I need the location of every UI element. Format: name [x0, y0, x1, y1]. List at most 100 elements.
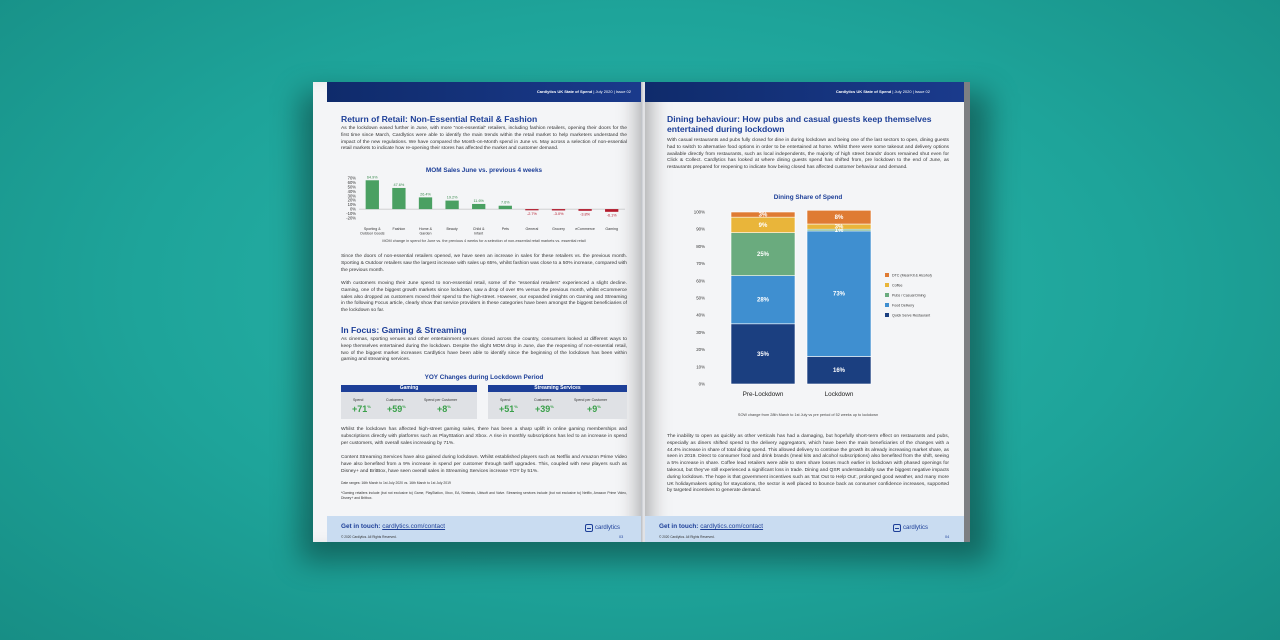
legend-swatch [885, 313, 889, 317]
page-number: 03 [619, 535, 624, 539]
category-label: Pets [502, 227, 509, 231]
segment-label: 9% [759, 223, 768, 229]
contact-label: Get in touch: [659, 523, 699, 530]
page-number: 04 [945, 535, 950, 539]
bar [418, 197, 433, 210]
segment-label: 28% [757, 298, 770, 304]
bar [445, 200, 459, 210]
dining-title: Dining behaviour: How pubs and casual gu… [667, 114, 932, 134]
legend-swatch [885, 273, 889, 277]
copyright: © 2020 Cardlytics. All Rights Reserved. [659, 535, 715, 539]
left-page: Cardlytics UK State of Spend | July 2020… [313, 82, 643, 542]
bar [525, 209, 539, 211]
logo-text: cardlytics [595, 525, 621, 531]
category-label: eCommerce [575, 227, 595, 231]
data-label: -6.1% [607, 213, 618, 217]
dining-chart-title: Dining Share of Spend [773, 194, 843, 201]
contact-link[interactable]: cardlytics.com/contact [700, 523, 764, 530]
legend-swatch [885, 283, 889, 287]
paragraph-gaming-detail: Whilst the lockdown has affected high-st… [341, 427, 627, 446]
legend-label: DTC (Meal Kit & Alcohol) [892, 274, 932, 278]
y-tick-label: 60% [348, 180, 357, 185]
legend-swatch [885, 303, 889, 307]
page-header: Cardlytics UK State of Spend | July 2020… [645, 82, 964, 102]
page-edge [964, 82, 970, 542]
category-label: Garden [420, 231, 432, 235]
data-label: 7.6% [501, 201, 510, 205]
gaming-kpi-box: Gaming Spend Customers Spend per Custome… [341, 385, 477, 419]
y-tick-label: 10% [696, 364, 705, 369]
cardlytics-logo: cardlytics [893, 524, 928, 532]
y-tick-label: 20% [348, 198, 357, 203]
y-tick-label: 50% [696, 296, 705, 301]
right-page: Cardlytics UK State of Spend | July 2020… [645, 82, 970, 542]
segment-label: 3% [759, 213, 768, 219]
bar [498, 205, 512, 210]
copyright: © 2020 Cardlytics. All Rights Reserved. [341, 535, 397, 539]
y-tick-label: -20% [346, 216, 356, 221]
bar [578, 209, 592, 211]
y-tick-label: 80% [696, 244, 705, 249]
section-title-gaming: In Focus: Gaming & Streaming [341, 325, 467, 335]
left-footer: Get in touch: cardlytics.com/contact © 2… [327, 516, 643, 542]
y-tick-label: 20% [696, 347, 705, 352]
data-label: -3.8% [580, 212, 591, 216]
contact-link[interactable]: cardlytics.com/contact [382, 523, 446, 530]
paragraph-retail-intro: As the lockdown eased further in June, w… [341, 126, 627, 152]
paragraph-streaming-detail: Content Streaming Services have also gai… [341, 455, 627, 474]
data-label: -3.0% [554, 212, 565, 216]
streaming-kpi-box: Streaming Services Spend Customers Spend… [488, 385, 627, 419]
header-meta: | July 2020 | Issue 02 [891, 89, 930, 94]
category-label: Child & [473, 227, 485, 231]
data-label: -2.7% [527, 212, 538, 216]
legend-swatch [885, 293, 889, 297]
data-label: 19.2% [447, 196, 458, 200]
section-title-retail: Return of Retail: Non-Essential Retail &… [341, 114, 538, 124]
category-label: Pre-Lockdown [743, 391, 784, 398]
streaming-spc-value: +9% [587, 404, 601, 414]
y-tick-label: 70% [348, 176, 357, 181]
stacked-segment [730, 211, 796, 218]
y-tick-label: 0% [699, 382, 705, 387]
gaming-spc-label: Spend per Customer [424, 398, 458, 402]
dining-share-chart: 100% 90% 80% 70% 60% 50% 40% 30% 20% 10% 0% 35% 28% 2… [694, 209, 932, 399]
bar [551, 209, 566, 211]
y-tick-label: 100% [694, 210, 705, 215]
streaming-customers-label: Customers [534, 398, 552, 402]
mom-chart-title: MOM Sales June vs. previous 4 weeks [425, 167, 543, 174]
mom-chart-caption: MOM change in spend for June vs. the pre… [382, 239, 586, 243]
category-label: Outdoor Goods [360, 231, 385, 235]
contact-line: Get in touch: cardlytics.com/contact [341, 523, 445, 530]
footnote-dates: Date ranges: 16th March to 1st July 2020… [341, 481, 451, 485]
stacked-segment [806, 230, 872, 357]
streaming-spend-value: +51% [499, 404, 518, 414]
streaming-customers-value: +39% [535, 404, 554, 414]
header-brand: Cardlytics UK State of Spend [536, 89, 593, 94]
gaming-spend-value: +71% [352, 404, 371, 414]
category-label: Home & [419, 227, 433, 231]
mom-sales-chart: 70%60%50%40%30%20%10%0%-10%-20% 64.9% Spor… [346, 175, 625, 235]
segment-label: 3% [835, 225, 844, 231]
y-tick-label: 40% [348, 189, 357, 194]
category-label: Grocery [552, 227, 565, 231]
category-label: Lockdown [825, 391, 854, 398]
data-label: 64.9% [367, 175, 378, 179]
streaming-kpi-title: Streaming Services [488, 385, 627, 392]
bar [365, 180, 379, 210]
paragraph-retail-increase: Since the doors of non-essential retaile… [341, 254, 627, 273]
paragraph-gaming-intro: As cinemas, sporting venues and other en… [341, 337, 627, 363]
header-brand: Cardlytics UK State of Spend [835, 89, 892, 94]
gaming-spc-value: +8% [437, 404, 451, 414]
page-header: Cardlytics UK State of Spend | July 2020… [327, 82, 643, 102]
segment-label: 73% [833, 292, 846, 298]
stacked-segment [806, 209, 872, 225]
legend-label: Coffee [892, 284, 903, 288]
contact-line: Get in touch: cardlytics.com/contact [659, 523, 763, 530]
legend-label: Food Delivery [892, 304, 914, 308]
streaming-spend-label: Spend [500, 398, 511, 402]
y-tick-label: 70% [696, 261, 705, 266]
category-label: Fashion [393, 227, 406, 231]
category-label: Beauty [446, 227, 457, 231]
segment-label: 16% [833, 368, 846, 374]
category-label: Gaming [605, 227, 618, 231]
